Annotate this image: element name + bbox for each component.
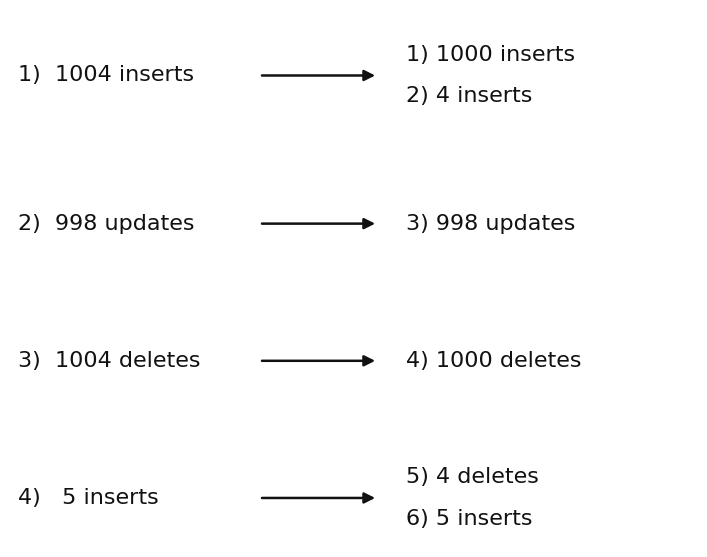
Text: 6) 5 inserts: 6) 5 inserts [406, 509, 532, 529]
Text: 4) 1000 deletes: 4) 1000 deletes [406, 351, 581, 371]
Text: 1) 1000 inserts: 1) 1000 inserts [406, 45, 575, 65]
Text: 3)  1004 deletes: 3) 1004 deletes [18, 351, 201, 371]
Text: 1)  1004 inserts: 1) 1004 inserts [18, 66, 194, 85]
Text: 5) 4 deletes: 5) 4 deletes [406, 467, 539, 487]
Text: 2) 4 inserts: 2) 4 inserts [406, 86, 532, 106]
Text: 4)   5 inserts: 4) 5 inserts [18, 488, 159, 508]
Text: 3) 998 updates: 3) 998 updates [406, 214, 575, 233]
Text: 2)  998 updates: 2) 998 updates [18, 214, 194, 233]
